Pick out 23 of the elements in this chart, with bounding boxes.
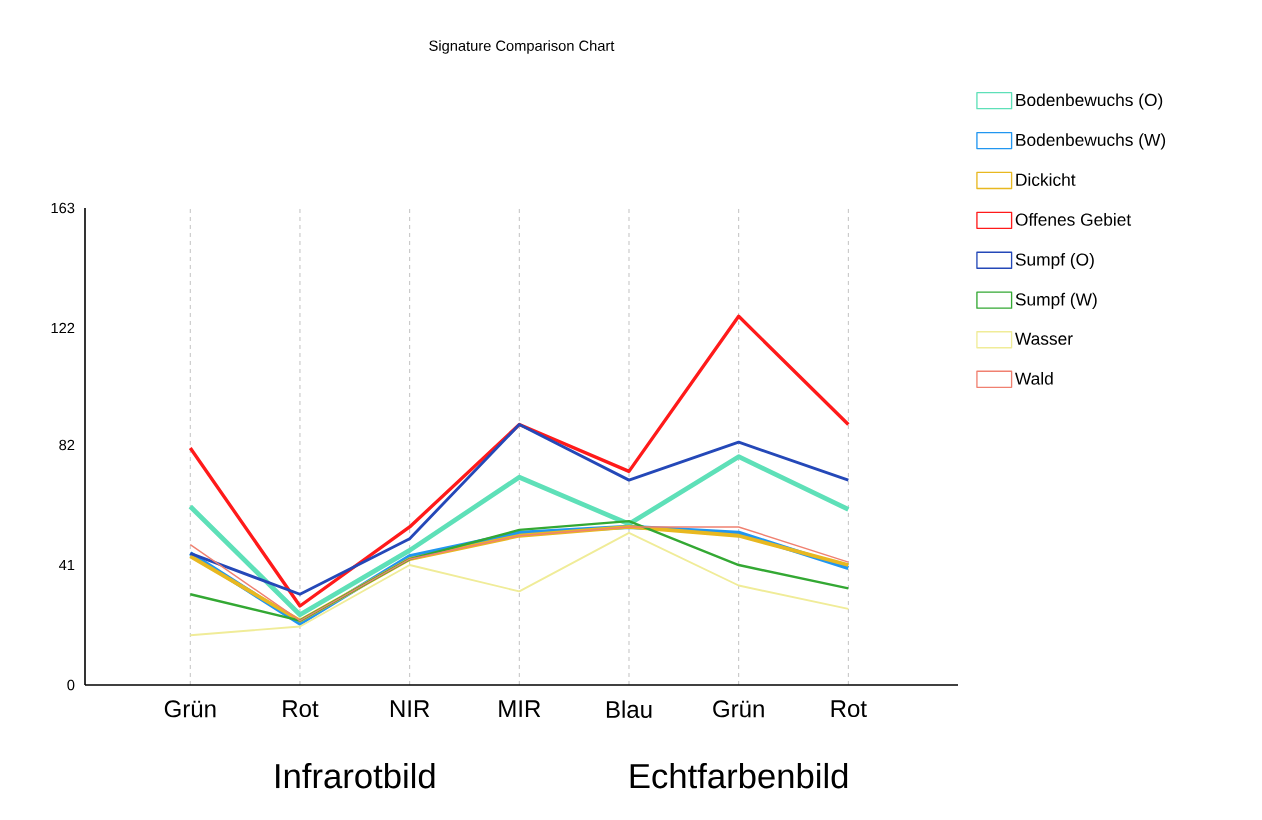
legend-label: Wald [1015,372,1053,385]
legend-label: Bodenbewuchs (W) [1016,133,1166,150]
text: Infrarotbild [276,762,435,789]
y-tick-label: 41 [58,559,75,571]
y-tick-label: 163 [51,202,75,214]
legend-label: Sumpf (O) [1015,252,1094,270]
legend-label: Wasser [1015,332,1073,345]
y-tick-label: 122 [51,322,75,334]
chart-title: Signature Comparison Chart [429,40,615,54]
legend-label: Sumpf (W) [1015,292,1097,310]
y-tick-label: 82 [59,439,75,451]
x-tick-label: Blau [606,700,652,718]
text: Echtfarbenbild [630,762,848,789]
x-tick-label: Rot [831,700,867,718]
x-tick-label: NIR [390,700,430,717]
y-tick-label: 0 [67,679,75,691]
x-tick-label: Grün [164,700,216,718]
x-tick-label: Rot [283,700,319,718]
x-tick-label: MIR [499,700,541,717]
legend-label: Dickicht [1016,173,1076,186]
x-tick-label: Grün [713,700,764,718]
legend-label: Bodenbewuchs (O) [1016,93,1163,110]
legend-label: Offenes Gebiet [1015,213,1132,226]
